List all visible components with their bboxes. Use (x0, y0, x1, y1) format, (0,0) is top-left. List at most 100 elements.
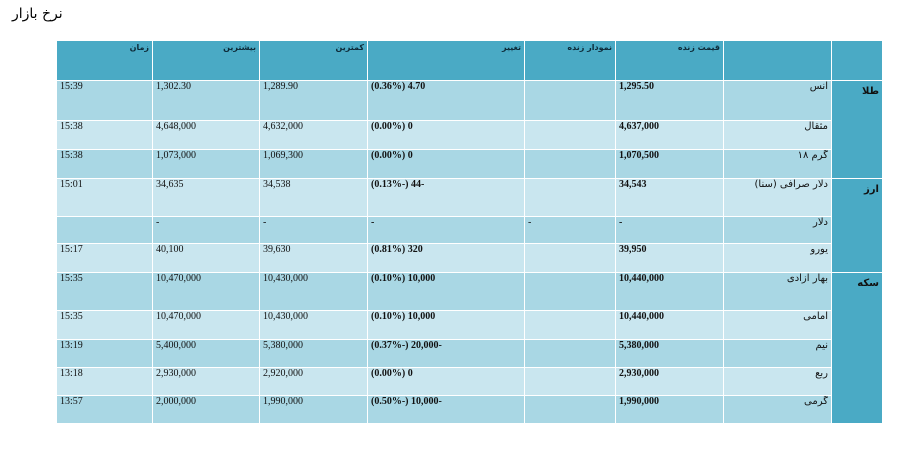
row-name[interactable]: ربع (723, 367, 832, 396)
row-change: 4.70 (0.36%) (367, 80, 525, 121)
row-time: 13:18 (56, 367, 153, 396)
row-name[interactable]: دلار صرافی (سنا) (723, 178, 832, 217)
row-time: 15:35 (56, 310, 153, 340)
row-price: 10,440,000 (615, 310, 724, 340)
row-change: -44 (-0.13%) (367, 178, 525, 217)
row-change: 0 (0.00%) (367, 367, 525, 396)
row-high: 10,470,000 (152, 272, 260, 311)
row-price: 1,990,000 (615, 395, 724, 424)
row-price: 10,440,000 (615, 272, 724, 311)
row-time: 15:01 (56, 178, 153, 217)
table-row[interactable]: گرم ۱۸ 1,070,500 0 (0.00%) 1,069,300 1,0… (56, 149, 883, 179)
row-low: 34,538 (259, 178, 368, 217)
row-change: 0 (0.00%) (367, 120, 525, 150)
table-row[interactable]: یورو 39,950 320 (0.81%) 39,630 40,100 15… (56, 243, 883, 273)
row-chart[interactable] (524, 310, 616, 340)
table-row[interactable]: نیم 5,380,000 -20,000 (-0.37%) 5,380,000… (56, 339, 883, 368)
header-high[interactable]: بیشترین (152, 40, 260, 81)
row-price: 1,070,500 (615, 149, 724, 179)
row-time (56, 216, 153, 244)
row-high: 1,073,000 (152, 149, 260, 179)
row-time: 15:35 (56, 272, 153, 311)
row-price: - (615, 216, 724, 244)
row-price: 4,637,000 (615, 120, 724, 150)
row-chart[interactable] (524, 367, 616, 396)
row-chart[interactable] (524, 395, 616, 424)
category-currency: ارز (831, 178, 883, 273)
table-row[interactable]: مثقال 4,637,000 0 (0.00%) 4,632,000 4,64… (56, 120, 883, 150)
row-price: 2,930,000 (615, 367, 724, 396)
row-time: 13:19 (56, 339, 153, 368)
header-live-price[interactable]: قیمت زنده (615, 40, 724, 81)
row-time: 15:38 (56, 120, 153, 150)
row-low: 1,990,000 (259, 395, 368, 424)
market-rates-table: قیمت زنده نمودار زنده تغییر کمترین بیشتر… (56, 40, 883, 424)
header-category (831, 40, 883, 81)
category-gold: طلا (831, 80, 883, 179)
table-row[interactable]: امامی 10,440,000 10,000 (0.10%) 10,430,0… (56, 310, 883, 340)
row-high: 2,000,000 (152, 395, 260, 424)
row-chart[interactable] (524, 243, 616, 273)
page-title: نرخ بازار (12, 6, 63, 22)
row-name[interactable]: امامی (723, 310, 832, 340)
row-name[interactable]: نیم (723, 339, 832, 368)
row-low: 4,632,000 (259, 120, 368, 150)
row-change: 0 (0.00%) (367, 149, 525, 179)
table-row[interactable]: سکه بهار آزادی 10,440,000 10,000 (0.10%)… (56, 272, 883, 424)
row-name[interactable]: بهار آزادی (723, 272, 832, 311)
row-price: 5,380,000 (615, 339, 724, 368)
row-high: 34,635 (152, 178, 260, 217)
row-low: - (259, 216, 368, 244)
row-chart[interactable] (524, 149, 616, 179)
row-low: 1,289.90 (259, 80, 368, 121)
row-chart[interactable] (524, 339, 616, 368)
header-row: قیمت زنده نمودار زنده تغییر کمترین بیشتر… (56, 40, 883, 81)
header-live-chart[interactable]: نمودار زنده (524, 40, 616, 81)
row-high: 5,400,000 (152, 339, 260, 368)
row-low: 1,069,300 (259, 149, 368, 179)
row-low: 10,430,000 (259, 272, 368, 311)
row-chart[interactable] (524, 80, 616, 121)
row-high: 2,930,000 (152, 367, 260, 396)
table-row[interactable]: ربع 2,930,000 0 (0.00%) 2,920,000 2,930,… (56, 367, 883, 396)
table-row[interactable]: ارز دلار صرافی (سنا) 34,543 -44 (-0.13%)… (56, 178, 883, 273)
row-chart[interactable]: - (524, 216, 616, 244)
row-high: 4,648,000 (152, 120, 260, 150)
row-change: 320 (0.81%) (367, 243, 525, 273)
row-change: -10,000 (-0.50%) (367, 395, 525, 424)
row-name[interactable]: مثقال (723, 120, 832, 150)
header-change[interactable]: تغییر (367, 40, 525, 81)
row-name[interactable]: انس (723, 80, 832, 121)
row-name[interactable]: گرم ۱۸ (723, 149, 832, 179)
row-change: 10,000 (0.10%) (367, 310, 525, 340)
row-name[interactable]: دلار (723, 216, 832, 244)
row-price: 39,950 (615, 243, 724, 273)
row-chart[interactable] (524, 272, 616, 311)
table-row[interactable]: گرمی 1,990,000 -10,000 (-0.50%) 1,990,00… (56, 395, 883, 424)
row-low: 2,920,000 (259, 367, 368, 396)
row-change: - (367, 216, 525, 244)
row-high: 40,100 (152, 243, 260, 273)
category-coin: سکه (831, 272, 883, 424)
row-high: 10,470,000 (152, 310, 260, 340)
table-row[interactable]: طلا انس 1,295.50 4.70 (0.36%) 1,289.90 1… (56, 80, 883, 179)
row-chart[interactable] (524, 120, 616, 150)
table-row[interactable]: دلار - - - - - (56, 216, 883, 244)
header-time[interactable]: زمان (56, 40, 153, 81)
row-price: 1,295.50 (615, 80, 724, 121)
row-chart[interactable] (524, 178, 616, 217)
row-name[interactable]: یورو (723, 243, 832, 273)
row-change: 10,000 (0.10%) (367, 272, 525, 311)
row-high: 1,302.30 (152, 80, 260, 121)
row-price: 34,543 (615, 178, 724, 217)
row-name[interactable]: گرمی (723, 395, 832, 424)
row-low: 5,380,000 (259, 339, 368, 368)
row-low: 39,630 (259, 243, 368, 273)
row-high: - (152, 216, 260, 244)
row-time: 13:57 (56, 395, 153, 424)
header-low[interactable]: کمترین (259, 40, 368, 81)
row-low: 10,430,000 (259, 310, 368, 340)
row-time: 15:39 (56, 80, 153, 121)
row-time: 15:38 (56, 149, 153, 179)
header-name (723, 40, 832, 81)
